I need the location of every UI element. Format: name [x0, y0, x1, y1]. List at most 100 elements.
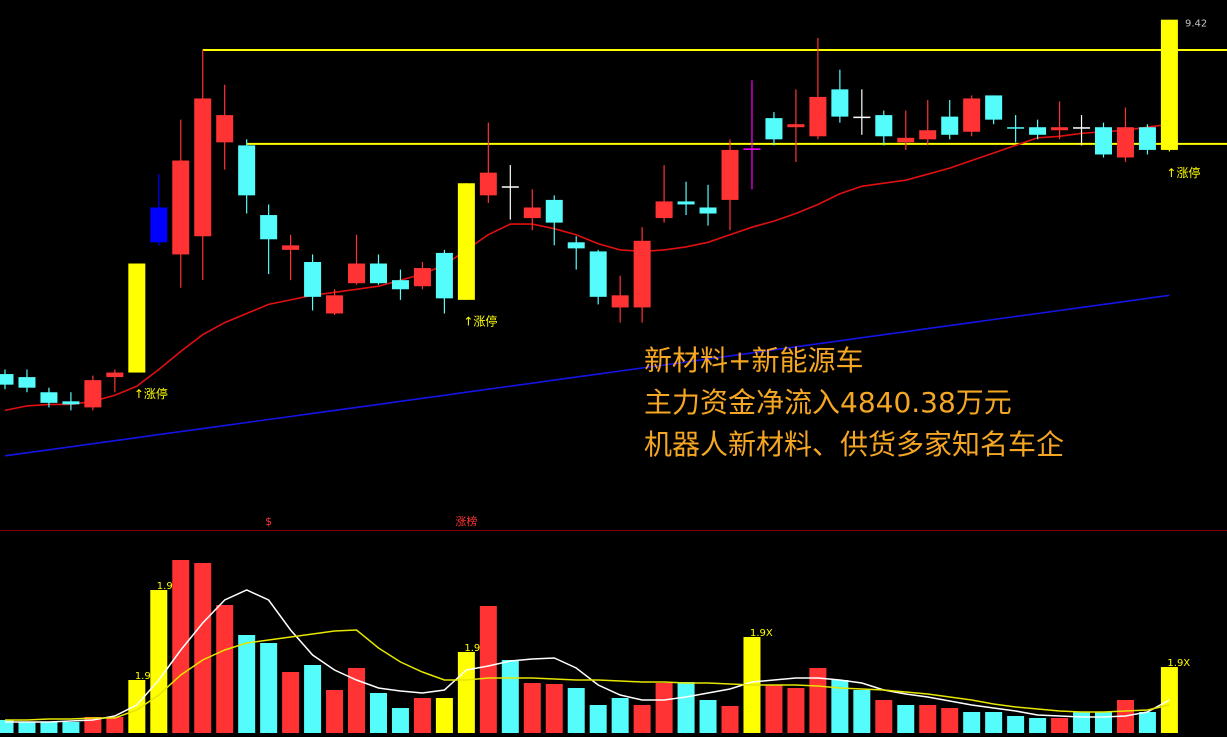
- volume-bar: [238, 635, 256, 733]
- candle-body: [413, 268, 431, 287]
- volume-bar: [875, 700, 893, 733]
- volume-bar: [172, 560, 190, 733]
- candle-body: [897, 137, 915, 143]
- volume-bar: [831, 680, 849, 733]
- annotation: 主力资金净流入4840.38万元: [644, 386, 1012, 419]
- volume-bar: [611, 698, 629, 733]
- volume-ratio-label: 1.9X: [750, 628, 773, 639]
- volume-ratio-label: 1.9X: [1167, 658, 1190, 669]
- candle-body: [699, 207, 717, 214]
- candle-body: [589, 251, 607, 297]
- candle-body: [194, 98, 212, 237]
- volume-bar: [1095, 712, 1112, 733]
- volume-bar: [435, 698, 453, 733]
- volume-bar: [326, 690, 344, 733]
- volume-bar: [765, 685, 783, 733]
- volume-bar: [304, 665, 322, 733]
- candle-body: [369, 263, 387, 284]
- candle-body: [238, 145, 256, 196]
- volume-bar: [853, 690, 871, 733]
- volume-bar: [567, 688, 585, 733]
- candle-body: [106, 372, 124, 378]
- candle-body: [216, 115, 234, 143]
- volume-bar: [721, 706, 739, 733]
- candle-body: [304, 262, 322, 297]
- signal-label: $: [265, 515, 272, 528]
- volume-bar: [1029, 718, 1047, 733]
- volume-ratio-label: 1.9X: [157, 581, 180, 592]
- candle-body: [391, 280, 409, 290]
- candle-body: [787, 124, 805, 128]
- volume-bar: [941, 708, 959, 733]
- candle-body: [326, 295, 344, 314]
- volume-bar: [897, 705, 915, 733]
- volume-bar: [545, 684, 563, 733]
- candle-body: [1138, 127, 1156, 150]
- volume-average-line: [5, 589, 1170, 723]
- candle-body: [84, 380, 102, 408]
- volume-bar: [655, 683, 673, 733]
- candle-body: [1095, 127, 1112, 155]
- candle-body: [128, 263, 146, 373]
- volume-bar: [260, 643, 278, 733]
- candle-body: [545, 199, 563, 223]
- volume-bar: [1138, 712, 1156, 733]
- volume-bar: [18, 722, 36, 733]
- volume-bar: [282, 672, 300, 733]
- candle-body: [479, 172, 497, 196]
- candle-body: [0, 374, 14, 385]
- volume-bar: [0, 720, 14, 733]
- candle-body: [40, 392, 58, 403]
- volume-bar: [699, 700, 717, 733]
- volume-bar: [1051, 718, 1069, 733]
- annotation: 新材料+新能源车: [644, 344, 863, 377]
- candle-body: [172, 160, 190, 255]
- candle-body: [985, 95, 1003, 120]
- candle-body: [919, 130, 937, 140]
- candle-body: [62, 401, 80, 405]
- volume-bar: [1073, 712, 1091, 733]
- volume-bar: [677, 682, 695, 733]
- candle-body: [655, 201, 673, 219]
- volume-ratio-label: 1.9X: [464, 643, 487, 654]
- candle-body: [875, 115, 893, 137]
- volume-bar: [523, 683, 541, 733]
- candle-body: [743, 148, 761, 150]
- volume-average-line: [5, 629, 1170, 721]
- volume-bar: [1160, 667, 1178, 733]
- volume-bar: [633, 705, 651, 733]
- volume-bar: [809, 668, 827, 733]
- candle-body: [963, 98, 981, 132]
- volume-bar: [348, 668, 366, 733]
- candle-body: [831, 89, 849, 117]
- signal-label: 涨榜: [455, 514, 477, 528]
- volume-bar: [128, 680, 146, 733]
- moving-average-line: [4, 294, 1170, 457]
- volume-bar: [150, 590, 168, 733]
- candle-body: [677, 201, 695, 205]
- candle-body: [809, 96, 827, 137]
- volume-bar: [413, 698, 431, 733]
- volume-bar: [1007, 716, 1025, 733]
- volume-bar: [106, 717, 124, 733]
- candle-body: [457, 183, 475, 300]
- candle-body: [765, 118, 783, 140]
- candle-body: [282, 245, 300, 250]
- volume-bar: [40, 722, 58, 733]
- volume-bar: [919, 705, 937, 733]
- volume-bar: [391, 708, 409, 733]
- volume-bar: [589, 705, 607, 733]
- candle-body: [1007, 127, 1025, 129]
- candle-body: [567, 242, 585, 249]
- limit-up-label: ↑涨停: [463, 313, 497, 328]
- candle-body: [501, 186, 519, 188]
- moving-average-line: [4, 123, 1170, 412]
- candle-body: [1116, 127, 1134, 158]
- volume-bar: [84, 717, 102, 733]
- volume-ratio-label: 1.9: [135, 671, 151, 682]
- volume-bar: [216, 605, 234, 733]
- candle-body: [150, 207, 168, 243]
- volume-bar: [369, 693, 387, 733]
- candle-body: [1160, 19, 1178, 150]
